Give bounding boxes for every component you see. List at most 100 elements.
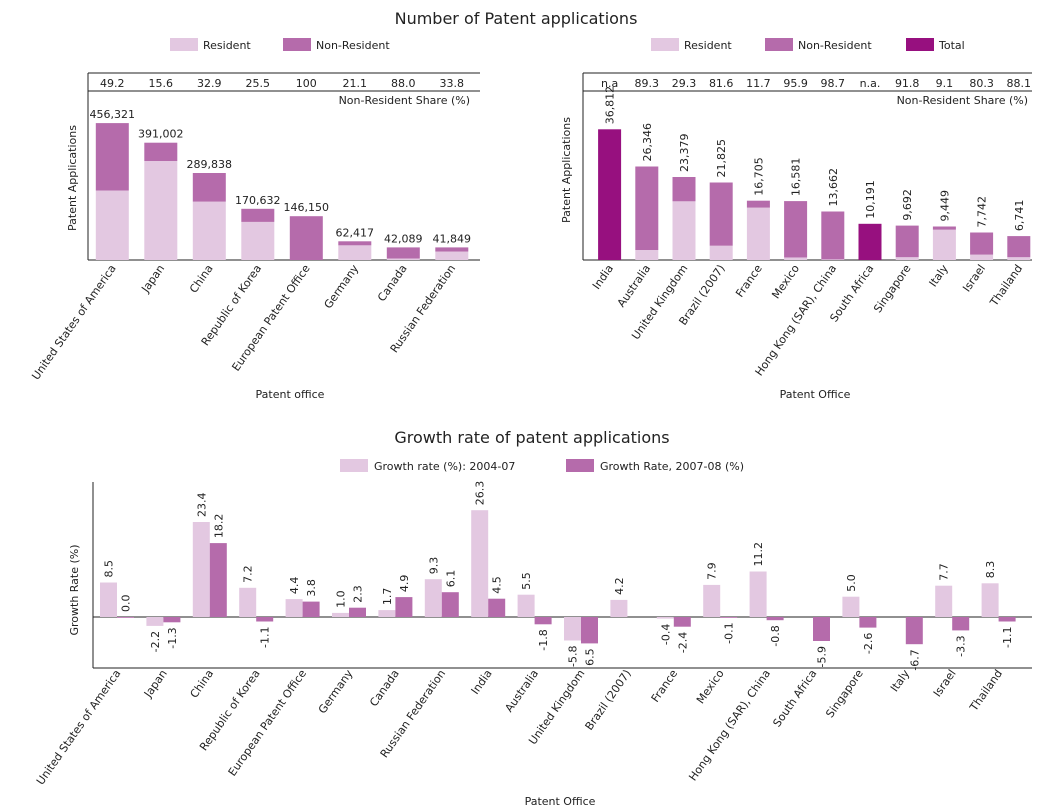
c3-x-axis-title: Patent Office bbox=[525, 795, 596, 808]
c2-total-label-india: 36,812 bbox=[604, 86, 617, 125]
c3-bar-s2-japan bbox=[163, 617, 181, 623]
c2-share-value-israel: 80.3 bbox=[969, 77, 994, 90]
c3-y-axis-title: Growth Rate (%) bbox=[68, 544, 81, 635]
c1-total-label-canada: 42,089 bbox=[384, 232, 423, 245]
c3-category-label-israel: Israel bbox=[931, 667, 959, 699]
c2-category-label-italy: Italy bbox=[927, 262, 952, 289]
c3-category-label-france: France bbox=[649, 667, 681, 705]
c3-bar-s1-israel bbox=[935, 585, 953, 617]
c2-total-label-south-africa: 10,191 bbox=[864, 180, 877, 219]
c3-category-label-japan: Japan bbox=[141, 667, 170, 700]
c2-x-axis-title: Patent Office bbox=[780, 388, 851, 401]
c3-category-label-european-patent-office: European Patent Office bbox=[226, 667, 309, 778]
c3-bar-s2-israel bbox=[952, 617, 970, 631]
c2-bar-resident-hong-kong-sar-china bbox=[821, 259, 845, 260]
c1-bar-non-resident-japan bbox=[144, 142, 178, 161]
c3-title: Growth rate of patent applications bbox=[394, 428, 669, 447]
top-charts-title: Number of Patent applications bbox=[395, 9, 638, 28]
c2-y-axis-title: Patent Applications bbox=[560, 117, 573, 223]
c3-value-label-s1-thailand: 8.3 bbox=[984, 561, 997, 579]
c2-share-value-hong-kong-sar-china: 98.7 bbox=[821, 77, 846, 90]
c1-bar-non-resident-russian-federation bbox=[435, 247, 469, 252]
c1-legend-label-resident: Resident bbox=[203, 39, 251, 52]
c2-category-label-thailand: Thailand bbox=[987, 262, 1025, 309]
c1-share-value-canada: 88.0 bbox=[391, 77, 416, 90]
c3-value-label-s2-european-patent-office: 3.8 bbox=[305, 579, 318, 597]
c3-value-label-s1-united-states-of-america: 8.5 bbox=[103, 560, 116, 578]
c3-value-label-s2-united-kingdom: 6.5 bbox=[584, 648, 597, 666]
c3-bar-s2-germany bbox=[349, 607, 366, 617]
c3-value-label-s2-japan: -1.3 bbox=[166, 627, 179, 648]
c1-share-value-united-states-of-america: 49.2 bbox=[100, 77, 125, 90]
c3-value-label-s1-brazil-2007: 4.2 bbox=[613, 577, 626, 595]
c2-bar-resident-singapore bbox=[895, 257, 919, 260]
c2-category-label-hong-kong-sar-china: Hong Kong (SAR), China bbox=[753, 262, 840, 378]
c2-bar-non-resident-mexico bbox=[784, 201, 808, 258]
c3-bar-s1-european-patent-office bbox=[285, 599, 303, 617]
c3-bar-s2-italy bbox=[905, 617, 923, 645]
c3-bar-s1-united-states-of-america bbox=[100, 582, 117, 617]
c2-bar-non-resident-australia bbox=[635, 166, 659, 250]
c3-value-label-s2-france: -2.4 bbox=[676, 632, 689, 653]
c3-value-label-s1-russian-federation: 9.3 bbox=[427, 557, 440, 575]
c3-category-label-canada: Canada bbox=[367, 667, 402, 709]
c3-bar-s2-hong-kong-sar-china bbox=[766, 617, 784, 621]
c2-share-value-thailand: 88.1 bbox=[1007, 77, 1032, 90]
c3-bar-s1-india bbox=[471, 510, 489, 617]
c1-total-label-united-states-of-america: 456,321 bbox=[90, 108, 136, 121]
c2-total-label-singapore: 9,692 bbox=[901, 189, 914, 221]
c3-bar-layer: 8.5 0.0 United States of America -2.2 -1.3 Ja… bbox=[34, 481, 1016, 787]
c3-category-label-india: India bbox=[469, 667, 495, 697]
c3-value-label-s1-germany: 1.0 bbox=[335, 590, 348, 608]
c3-value-label-s2-china: 18.2 bbox=[212, 514, 225, 539]
c3-bar-s1-thailand bbox=[981, 583, 999, 617]
c2-category-label-france: France bbox=[733, 262, 765, 300]
c2-bar-resident-thailand bbox=[1007, 257, 1031, 260]
c1-bar-non-resident-republic-of-korea bbox=[241, 208, 275, 222]
c3-bar-s1-brazil-2007 bbox=[610, 599, 628, 617]
c1-category-label-germany: Germany bbox=[322, 262, 362, 311]
c3-category-label-germany: Germany bbox=[316, 667, 356, 716]
c2-total-label-hong-kong-sar-china: 13,662 bbox=[827, 168, 840, 207]
c1-x-axis-title: Patent office bbox=[256, 388, 325, 401]
c1-share-value-republic-of-korea: 25.5 bbox=[246, 77, 271, 90]
c1-bar-resident-china bbox=[192, 201, 226, 260]
c3-value-label-s2-australia: -1.8 bbox=[537, 629, 550, 650]
c3-bar-s2-mexico bbox=[720, 617, 738, 618]
c3-category-label-china: China bbox=[188, 667, 217, 700]
c1-total-label-republic-of-korea: 170,632 bbox=[235, 194, 281, 207]
c2-share-value-france: 11.7 bbox=[746, 77, 771, 90]
c3-bar-s2-european-patent-office bbox=[302, 601, 320, 617]
c2-share-value-south-africa: n.a. bbox=[860, 77, 881, 90]
c3-value-label-s1-israel: 7.7 bbox=[938, 563, 951, 581]
c3-bar-s1-australia bbox=[517, 594, 535, 617]
c2-total-label-united-kingdom: 23,379 bbox=[678, 134, 691, 173]
c2-share-value-united-kingdom: 29.3 bbox=[672, 77, 697, 90]
c2-bar-non-resident-thailand bbox=[1007, 236, 1031, 258]
c2-category-label-israel: Israel bbox=[960, 262, 988, 294]
c3-value-label-s1-india: 26.3 bbox=[474, 481, 487, 506]
c2-legend-swatch-nonresident bbox=[765, 38, 793, 51]
c3-bar-s1-japan bbox=[146, 617, 164, 626]
c1-share-value-germany: 21.1 bbox=[343, 77, 368, 90]
c2-legend-label-resident: Resident bbox=[684, 39, 732, 52]
c2-total-label-france: 16,705 bbox=[752, 157, 765, 196]
c2-bar-resident-israel bbox=[970, 254, 994, 260]
c1-bar-non-resident-germany bbox=[338, 241, 372, 246]
c2-legend-label-total: Total bbox=[938, 39, 965, 52]
c3-value-label-s2-united-states-of-america: 0.0 bbox=[120, 595, 133, 613]
c1-bar-resident-japan bbox=[144, 161, 178, 260]
c3-value-label-s1-canada: 1.7 bbox=[381, 588, 394, 606]
c2-share-value-india: n.a bbox=[601, 77, 618, 90]
c3-value-label-s1-united-kingdom: -5.8 bbox=[567, 646, 580, 667]
c2-bar-non-resident-france bbox=[746, 200, 770, 208]
c1-total-label-japan: 391,002 bbox=[138, 128, 184, 141]
c2-legend-swatch-resident bbox=[651, 38, 679, 51]
c3-value-label-s1-singapore: 5.0 bbox=[845, 574, 858, 592]
c3-value-label-s1-japan: -2.2 bbox=[149, 631, 162, 652]
c1-legend-swatch-resident bbox=[170, 38, 198, 51]
c2-share-value-brazil-2007: 81.6 bbox=[709, 77, 734, 90]
c3-value-label-s2-italy: -6.7 bbox=[908, 649, 921, 670]
